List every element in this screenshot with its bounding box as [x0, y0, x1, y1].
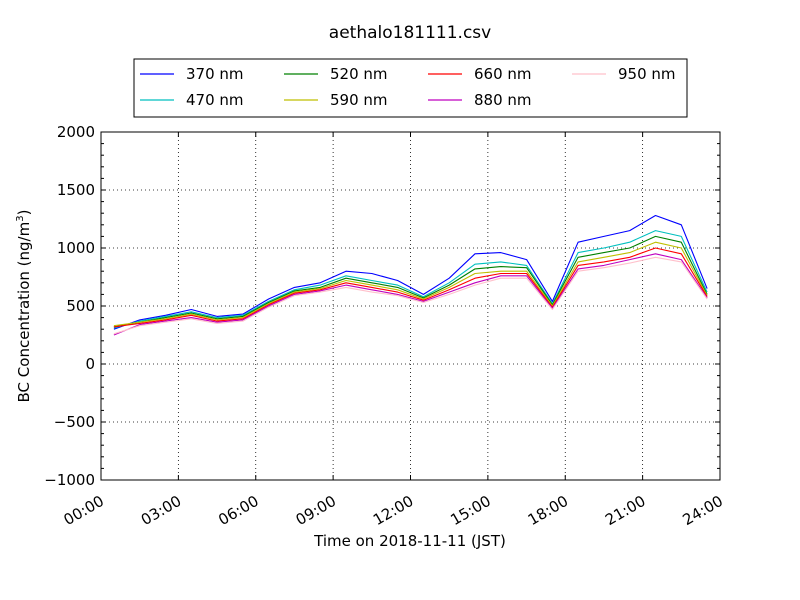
y-tick-label: 500	[66, 297, 95, 315]
series-lines	[113, 214, 708, 336]
y-axis-label-main: BC Concentration (ng/m	[15, 222, 33, 403]
series-line-520-nm	[113, 235, 708, 328]
x-tick-label: 00:00	[61, 492, 107, 529]
y-axis-label: BC Concentration (ng/m3)	[15, 210, 33, 403]
x-tick-label: 24:00	[680, 492, 726, 529]
y-tick-label: −500	[54, 413, 95, 431]
legend: 370 nm 470 nm 520 nm 590 nm 660 nm 880 nm 950 …	[133, 58, 688, 118]
x-tick-label: 12:00	[370, 492, 416, 529]
chart-title: aethalo181111.csv	[329, 23, 491, 43]
x-axis-label: Time on 2018-11-11 (JST)	[313, 532, 506, 550]
y-tick-label: 1000	[57, 239, 95, 257]
x-tick-label: 21:00	[602, 492, 648, 529]
x-tick-label: 03:00	[138, 492, 184, 529]
grid	[101, 132, 720, 480]
legend-label: 370 nm	[186, 65, 244, 83]
series-line-590-nm	[113, 241, 708, 327]
x-tick-label: 15:00	[447, 492, 493, 529]
series-line-660-nm	[113, 247, 708, 328]
series-line-470-nm	[113, 230, 708, 329]
series-line-880-nm	[113, 253, 708, 336]
x-tick-label: 06:00	[215, 492, 261, 529]
legend-frame	[133, 58, 688, 118]
legend-label: 470 nm	[186, 91, 244, 109]
y-axis-label-end: )	[15, 210, 33, 216]
series-line-370-nm	[113, 214, 708, 330]
y-tick-label: 1500	[57, 181, 95, 199]
legend-label: 950 nm	[618, 65, 676, 83]
y-tick-label: −1000	[44, 471, 95, 489]
series-line-950-nm	[113, 256, 708, 335]
y-tick-label: 0	[85, 355, 95, 373]
legend-label: 880 nm	[474, 91, 532, 109]
legend-label: 660 nm	[474, 65, 532, 83]
legend-label: 520 nm	[330, 65, 388, 83]
x-tick-label: 09:00	[293, 492, 339, 529]
legend-label: 590 nm	[330, 91, 388, 109]
y-tick-label: 2000	[57, 123, 95, 141]
y-axis-label-sup: 3	[15, 215, 26, 221]
x-tick-label: 18:00	[525, 492, 571, 529]
axis-ticks: 00:00 03:00 06:00 09:00 12:00 15:00 18:00 21:00…	[44, 123, 726, 529]
